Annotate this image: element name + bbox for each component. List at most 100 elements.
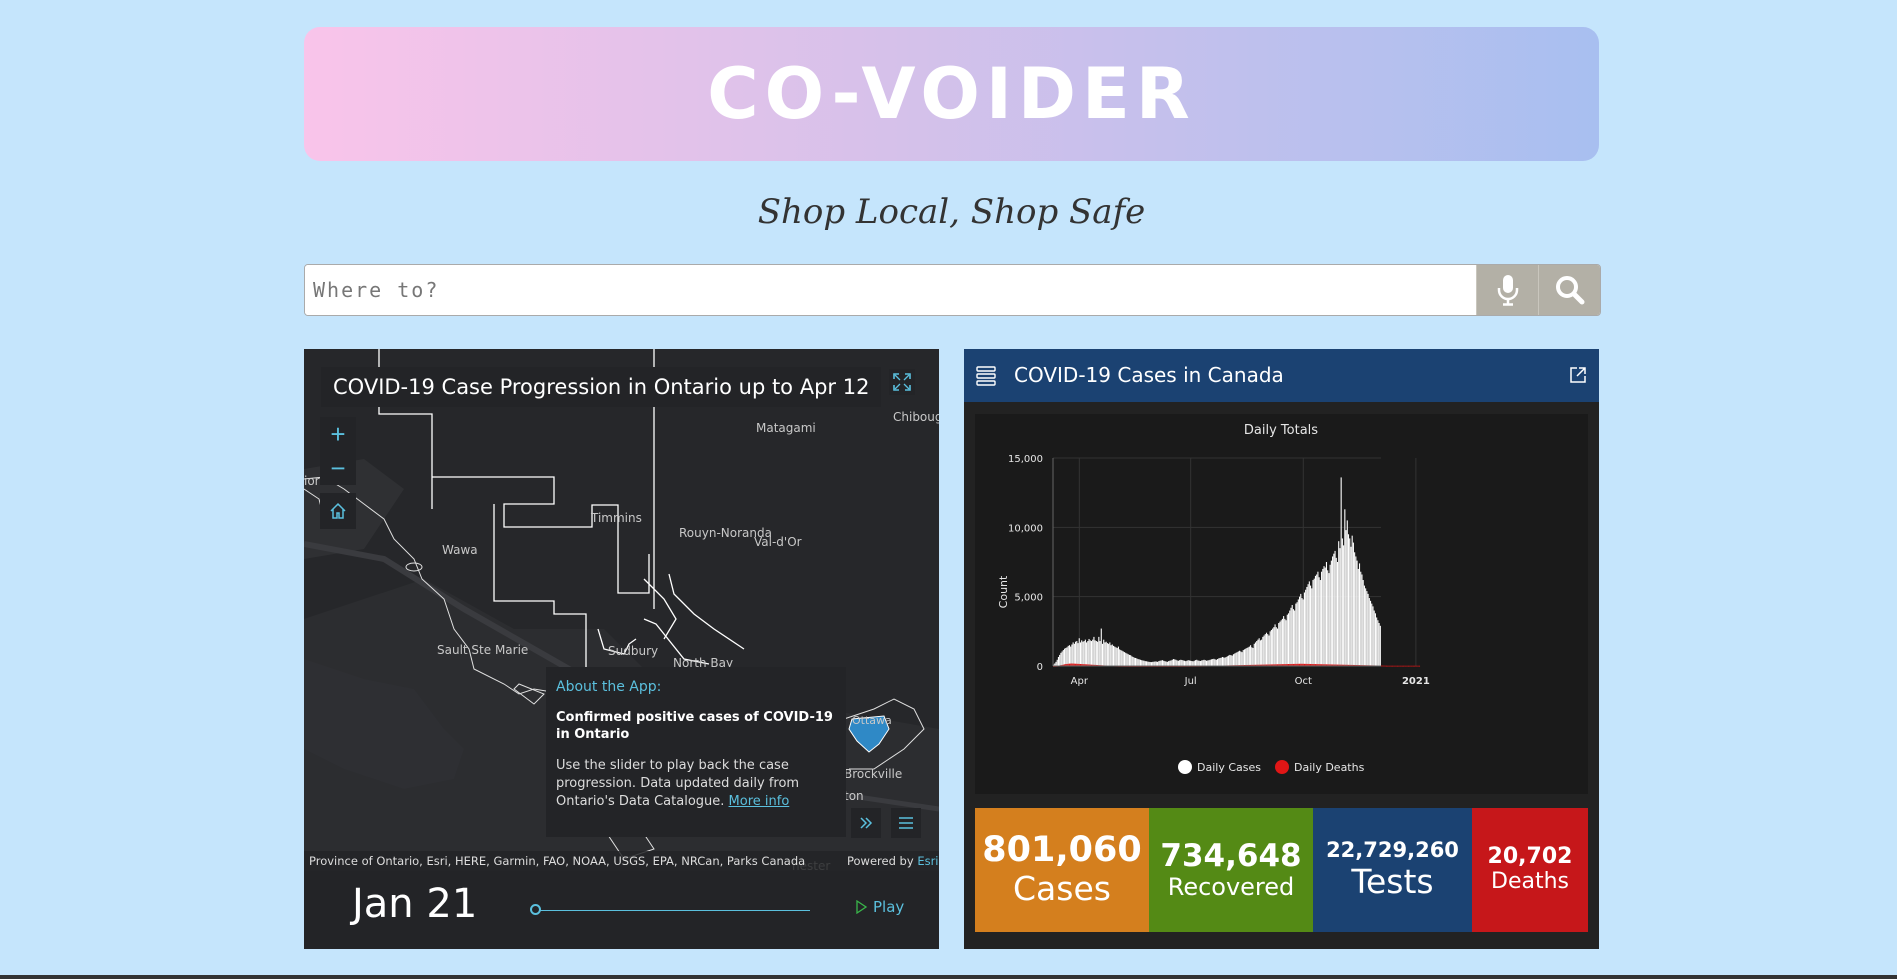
cases-bar xyxy=(1078,638,1080,666)
cases-bar xyxy=(1339,548,1341,666)
cases-bar xyxy=(1319,580,1321,666)
cases-bar xyxy=(1157,661,1159,666)
cases-bar xyxy=(1221,656,1223,666)
open-external-button[interactable] xyxy=(1568,365,1588,385)
more-info-link[interactable]: More info xyxy=(728,794,790,809)
cases-bar xyxy=(1259,640,1261,666)
cases-bar xyxy=(1248,646,1250,666)
cases-bar xyxy=(1111,644,1113,666)
cases-bar xyxy=(1064,648,1066,666)
cases-bar xyxy=(1253,643,1255,666)
deaths-bar xyxy=(1295,663,1297,666)
cases-bar xyxy=(1198,660,1200,666)
cases-bar xyxy=(1297,599,1299,666)
cases-bar xyxy=(1347,534,1350,666)
deaths-bar xyxy=(1383,665,1385,667)
deaths-bar xyxy=(1385,665,1387,667)
cases-bar xyxy=(1207,660,1209,666)
zoom-controls: + − xyxy=(320,417,356,485)
cases-bar xyxy=(1125,652,1127,666)
deaths-bar xyxy=(1065,664,1067,666)
cases-bar xyxy=(1202,660,1204,666)
list-icon xyxy=(899,817,913,829)
slider-thumb[interactable] xyxy=(530,904,541,915)
dashboard-menu-button[interactable] xyxy=(975,365,997,387)
cases-bar xyxy=(1294,610,1296,666)
play-button[interactable]: Play xyxy=(855,898,904,916)
legend-button[interactable] xyxy=(891,808,921,838)
zoom-out-button[interactable]: − xyxy=(320,451,356,485)
deaths-bar xyxy=(1079,663,1082,666)
menu-icon xyxy=(976,366,996,386)
deaths-bar xyxy=(1395,665,1397,667)
stat-deaths[interactable]: 20,702 Deaths xyxy=(1472,808,1588,932)
stat-tests[interactable]: 22,729,260 Tests xyxy=(1313,808,1472,932)
deaths-bar xyxy=(1296,663,1298,666)
deaths-bar xyxy=(1264,664,1266,666)
cases-bar xyxy=(1066,647,1068,666)
cases-bar xyxy=(1100,628,1102,666)
deaths-bar xyxy=(1314,664,1317,666)
zoom-in-button[interactable]: + xyxy=(320,417,356,451)
cases-bar xyxy=(1325,562,1328,666)
deaths-bar xyxy=(1334,664,1336,666)
deaths-bar xyxy=(1327,664,1329,666)
cases-bar xyxy=(1116,647,1118,666)
deaths-bar xyxy=(1250,664,1252,666)
slider-track xyxy=(536,910,810,911)
stat-cases[interactable]: 801,060 Cases xyxy=(975,808,1149,932)
deaths-bar xyxy=(1076,663,1078,666)
fullscreen-button[interactable] xyxy=(889,369,915,395)
deaths-bar xyxy=(1283,664,1285,666)
cases-bar xyxy=(1128,654,1130,666)
deaths-bar xyxy=(1393,665,1395,667)
home-button[interactable] xyxy=(320,493,356,529)
dashboard-panel: COVID-19 Cases in Canada Daily Totals Co… xyxy=(964,349,1599,949)
deaths-bar xyxy=(1399,665,1401,667)
cases-bar xyxy=(1333,553,1335,666)
search-button[interactable] xyxy=(1538,265,1600,315)
cases-bar xyxy=(1115,647,1117,666)
deaths-bar xyxy=(1086,664,1088,666)
deaths-bar xyxy=(1344,664,1346,666)
cases-bar xyxy=(1242,650,1244,666)
stat-recovered[interactable]: 734,648 Recovered xyxy=(1149,808,1313,932)
cases-bar xyxy=(1232,654,1235,666)
cases-bar xyxy=(1368,598,1370,666)
cases-bar xyxy=(1354,552,1356,666)
cases-bar xyxy=(1323,566,1325,666)
cases-bar xyxy=(1262,636,1264,666)
daily-totals-chart: Daily Totals Count 0 5,000 10,000 15,000 Apr… xyxy=(975,414,1588,794)
deaths-bar xyxy=(1387,665,1389,667)
cases-bar xyxy=(1302,599,1304,666)
deaths-bar xyxy=(1251,664,1253,666)
deaths-bar xyxy=(1418,665,1421,667)
cases-bar xyxy=(1220,657,1222,666)
esri-link[interactable]: Esri xyxy=(917,854,939,868)
deaths-bar xyxy=(1409,665,1411,667)
collapse-button[interactable] xyxy=(851,808,881,838)
deaths-bar xyxy=(1411,665,1413,667)
cases-bar xyxy=(1185,661,1187,666)
voice-search-button[interactable] xyxy=(1476,265,1538,315)
cases-bar xyxy=(1095,641,1097,666)
cases-bar xyxy=(1272,628,1274,666)
deaths-bar xyxy=(1077,663,1079,666)
search-input[interactable] xyxy=(305,265,1476,315)
cases-bar xyxy=(1265,632,1268,666)
time-slider[interactable] xyxy=(530,901,810,921)
deaths-bar xyxy=(1265,664,1268,666)
cases-bar xyxy=(1367,593,1369,666)
cases-bar xyxy=(1163,660,1165,666)
cases-bar xyxy=(1332,556,1334,666)
deaths-bar xyxy=(1292,663,1294,666)
play-label: Play xyxy=(873,898,905,916)
time-slider-bar: Jan 21 Play xyxy=(304,871,939,949)
plus-icon: + xyxy=(330,418,346,449)
cases-bar xyxy=(1275,627,1277,666)
legend-cases-label: Daily Cases xyxy=(1197,761,1261,774)
cases-bar xyxy=(1093,636,1095,666)
cases-bar xyxy=(1334,550,1336,666)
cases-bar xyxy=(1287,613,1290,666)
deaths-bar xyxy=(1336,664,1339,666)
